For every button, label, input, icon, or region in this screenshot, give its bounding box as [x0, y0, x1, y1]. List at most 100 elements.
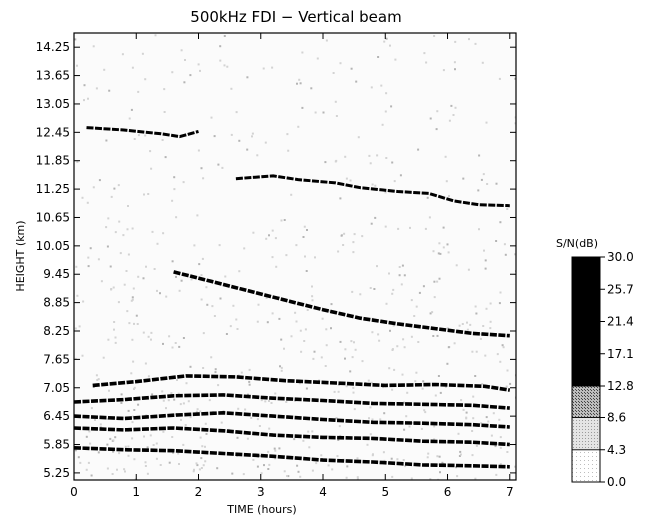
noise-cell [351, 356, 354, 359]
noise-cell [311, 295, 314, 298]
noise-cell [385, 157, 388, 159]
noise-cell [403, 274, 406, 277]
noise-cell [294, 311, 297, 314]
noise-cell [305, 387, 308, 390]
noise-cell [179, 403, 182, 406]
noise-cell [432, 335, 435, 337]
noise-cell [454, 68, 456, 71]
noise-cell [339, 434, 342, 437]
noise-cell [204, 445, 206, 448]
noise-cell [403, 428, 406, 431]
noise-cell [415, 305, 418, 308]
noise-cell [442, 69, 445, 72]
noise-cell [230, 87, 233, 90]
noise-cell [156, 289, 158, 292]
noise-cell [466, 321, 468, 324]
noise-cell [459, 450, 462, 453]
noise-cell [484, 259, 487, 262]
noise-cell [238, 270, 241, 273]
echo-layer [74, 393, 510, 410]
noise-cell [286, 133, 289, 136]
noise-cell [352, 386, 355, 389]
noise-cell [345, 385, 348, 388]
noise-cell [150, 167, 153, 170]
noise-cell [436, 334, 439, 337]
noise-cell [396, 458, 399, 461]
noise-cell [97, 378, 100, 381]
noise-cell [344, 357, 346, 360]
noise-cell [133, 409, 136, 411]
noise-cell [252, 458, 255, 461]
noise-cell [370, 222, 373, 225]
noise-cell [303, 340, 306, 342]
noise-cell [480, 178, 483, 181]
noise-cell [270, 402, 273, 404]
noise-cell [340, 234, 343, 237]
noise-cell [496, 353, 499, 356]
noise-cell [172, 451, 175, 454]
noise-cell [137, 275, 140, 278]
noise-cell [371, 183, 374, 186]
noise-cell [391, 292, 394, 295]
noise-cell [338, 425, 341, 428]
noise-cell [144, 78, 147, 81]
noise-cell [81, 196, 84, 199]
noise-cell [174, 342, 177, 344]
colorbar-segment [571, 449, 601, 483]
noise-cell [424, 227, 427, 230]
noise-cell [156, 242, 159, 245]
noise-cell [343, 232, 346, 235]
noise-cell [131, 338, 134, 341]
noise-cell [147, 193, 150, 195]
noise-cell [376, 265, 378, 268]
noise-cell [320, 356, 323, 359]
noise-cell [385, 302, 388, 305]
echo-layer [86, 126, 199, 139]
noise-cell [112, 439, 115, 442]
noise-cell [182, 337, 185, 339]
noise-cell [200, 298, 203, 301]
noise-cell [368, 154, 371, 157]
noise-cell [210, 116, 213, 119]
noise-cell [426, 196, 429, 199]
noise-cell [92, 45, 95, 48]
noise-cell [114, 341, 117, 344]
noise-cell [433, 425, 436, 428]
noise-cell [466, 328, 469, 331]
noise-cell [192, 470, 195, 473]
plot-background [74, 33, 516, 480]
noise-cell [164, 156, 167, 159]
noise-cell [219, 297, 222, 300]
noise-cell [109, 437, 112, 440]
noise-cell [352, 391, 355, 394]
noise-cell [231, 472, 234, 475]
noise-cell [486, 183, 489, 185]
noise-cell [495, 182, 498, 185]
noise-cell [498, 77, 501, 80]
noise-cell [366, 443, 369, 446]
noise-cell [109, 265, 112, 268]
noise-cell [322, 111, 325, 114]
y-tick-label: 11.25 [36, 182, 70, 196]
noise-cell [490, 434, 493, 437]
noise-cell [88, 430, 91, 433]
noise-cell [499, 291, 502, 294]
noise-cell [414, 380, 417, 383]
noise-cell [514, 253, 516, 256]
colorbar-label: S/N(dB) [556, 237, 598, 250]
noise-cell [383, 412, 386, 415]
noise-cell [196, 464, 199, 467]
noise-cell [434, 394, 437, 397]
noise-cell [381, 123, 384, 126]
noise-cell [87, 97, 89, 100]
noise-cell [106, 418, 109, 420]
noise-cell [380, 84, 383, 87]
noise-cell [230, 133, 233, 136]
noise-cell [263, 464, 265, 467]
y-axis-label: HEIGHT (km) [14, 220, 27, 291]
noise-cell [290, 335, 293, 338]
colorbar-segment [571, 417, 601, 451]
x-tick-label: 7 [506, 485, 514, 499]
noise-cell [357, 136, 360, 139]
noise-cell [442, 246, 445, 249]
